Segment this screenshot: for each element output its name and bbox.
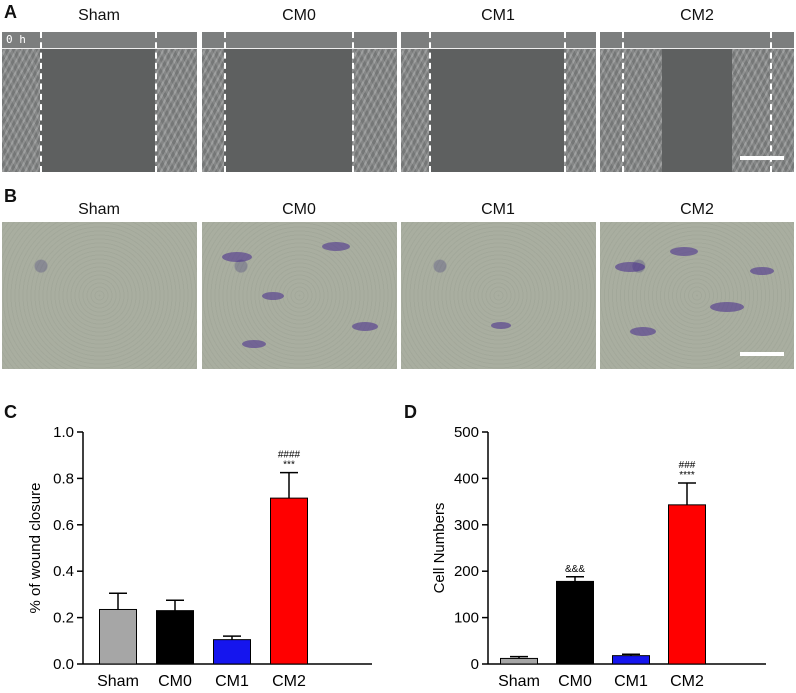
bar-cm1 xyxy=(612,655,650,665)
bar-sham xyxy=(500,657,538,665)
y-tick-label: 300 xyxy=(454,517,479,534)
x-tick-label: CM1 xyxy=(614,673,648,690)
significance-label: *** xyxy=(283,460,295,471)
bar-cm2 xyxy=(270,497,308,665)
x-tick-label: CM2 xyxy=(670,673,704,690)
col-label-b-cm1: CM1 xyxy=(481,201,515,218)
bar-cm2 xyxy=(668,504,706,665)
x-tick-label: Sham xyxy=(498,673,540,690)
y-axis-label: Cell Numbers xyxy=(431,503,448,594)
x-tick-label: Sham xyxy=(97,673,139,690)
col-label-b-cm0: CM0 xyxy=(282,201,316,218)
bar-cm0 xyxy=(156,610,194,665)
micrograph-b-cm0 xyxy=(202,222,397,369)
y-tick-label: 0.4 xyxy=(53,563,74,580)
significance-label: ### xyxy=(679,460,696,471)
micrograph-b-cm2 xyxy=(600,222,794,369)
y-tick-label: 200 xyxy=(454,563,479,580)
significance-label: **** xyxy=(679,470,695,481)
x-tick-label: CM1 xyxy=(215,673,249,690)
y-tick-label: 0.2 xyxy=(53,610,74,627)
y-tick-label: 100 xyxy=(454,610,479,627)
bar-sham xyxy=(99,608,137,665)
micrograph-a-cm2 xyxy=(600,32,794,172)
scale-bar-b xyxy=(740,352,784,356)
col-label-a-sham: Sham xyxy=(78,7,120,24)
scale-bar-a xyxy=(740,156,784,160)
x-tick-label: CM0 xyxy=(558,673,592,690)
time-label: 0 h xyxy=(6,33,26,46)
col-label-b-sham: Sham xyxy=(78,201,120,218)
significance-label: &&& xyxy=(565,564,585,575)
micrograph-a-cm0 xyxy=(202,32,397,172)
panel-letter-c: C xyxy=(4,402,17,422)
significance-label: #### xyxy=(278,450,301,461)
y-axis-label: % of wound closure xyxy=(27,483,44,614)
y-tick-label: 0.8 xyxy=(53,470,74,487)
col-label-a-cm0: CM0 xyxy=(282,7,316,24)
chart-d-cell-numbers: 0 100 200 300 400 500 Cell Numbers Sham CM0 &&& CM… xyxy=(431,424,766,690)
y-tick-label: 0.0 xyxy=(53,656,74,673)
micrograph-a-sham: 0 h xyxy=(2,32,197,172)
y-tick-label: 0 xyxy=(471,656,479,673)
panel-letter-b: B xyxy=(4,186,17,206)
col-label-a-cm1: CM1 xyxy=(481,7,515,24)
y-tick-label: 1.0 xyxy=(53,424,74,441)
micrograph-b-cm1 xyxy=(401,222,596,369)
y-tick-label: 500 xyxy=(454,424,479,441)
x-tick-label: CM2 xyxy=(272,673,306,690)
micrograph-a-cm1 xyxy=(401,32,596,172)
panel-letter-a: A xyxy=(4,2,17,22)
y-tick-label: 400 xyxy=(454,470,479,487)
chart-c-wound-closure: 0.0 0.2 0.4 0.6 0.8 1.0 % of wound closure Sham… xyxy=(27,424,372,690)
panel-letter-d: D xyxy=(404,402,417,422)
bar-cm0 xyxy=(556,580,594,665)
y-tick-label: 0.6 xyxy=(53,517,74,534)
x-tick-label: CM0 xyxy=(158,673,192,690)
col-label-a-cm2: CM2 xyxy=(680,7,714,24)
col-label-b-cm2: CM2 xyxy=(680,201,714,218)
micrograph-b-sham xyxy=(2,222,197,369)
bar-cm1 xyxy=(213,639,251,665)
